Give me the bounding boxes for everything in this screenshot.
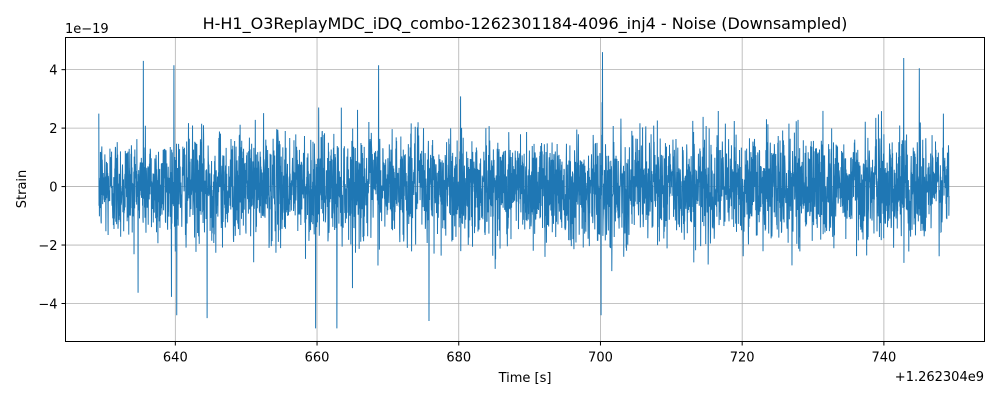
series-line	[98, 52, 950, 329]
y-axis-title: Strain	[15, 170, 30, 209]
x-offset-label: +1.262304e9	[895, 370, 984, 385]
x-tick-label: 640	[163, 351, 188, 366]
y-axis: −4 −2 0 2 4	[38, 64, 66, 313]
chart-title: H-H1_O3ReplayMDC_iDQ_combo-1262301184-40…	[203, 14, 848, 34]
y-tick-label: −4	[38, 298, 57, 313]
y-tick-label: 2	[49, 122, 57, 137]
x-tick-label: 680	[446, 351, 471, 366]
plot-area	[98, 52, 950, 329]
x-tick-label: 700	[588, 351, 613, 366]
y-tick-label: −2	[38, 239, 57, 254]
plot-frame	[65, 37, 985, 342]
y-tick-label: 0	[49, 181, 57, 196]
x-tick-label: 660	[305, 351, 330, 366]
y-scale-label: 1e−19	[65, 22, 109, 37]
x-axis-title: Time [s]	[498, 371, 552, 386]
y-tick-label: 4	[49, 64, 57, 79]
x-axis: 640 660 680 700 720 740	[163, 341, 896, 366]
x-tick-label: 740	[871, 351, 896, 366]
x-tick-label: 720	[730, 351, 755, 366]
